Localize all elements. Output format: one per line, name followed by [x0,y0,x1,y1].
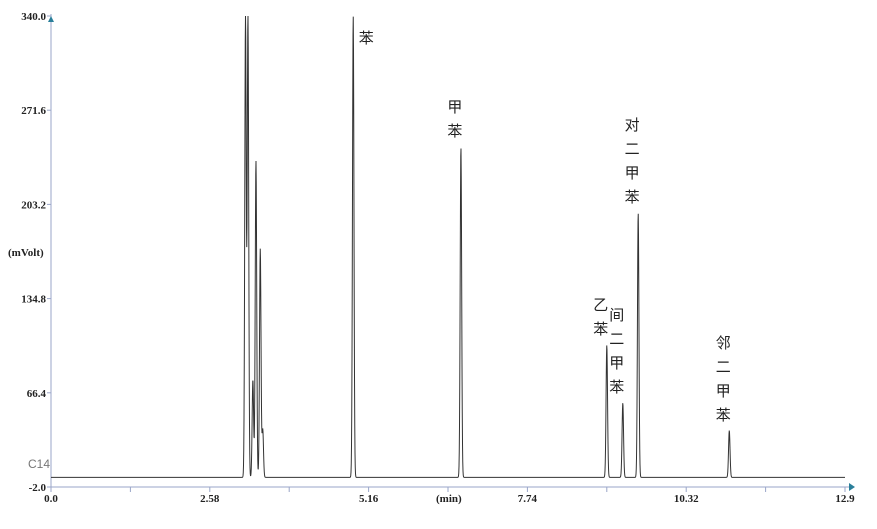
x-tick-label: 2.58 [200,493,220,505]
x-tick-label: 0.0 [44,493,58,505]
chromatogram-trace [51,15,845,478]
y-tick-label: 66.4 [27,388,47,400]
x-tick-label: 10.32 [674,493,699,505]
y-tick-label: 203.2 [21,199,46,211]
x-axis-arrow-icon [849,483,855,491]
y-tick-label: -2.0 [29,482,47,494]
channel-label: C14 [28,457,50,471]
x-tick-label: 12.9 [835,493,855,505]
y-axis-arrow-icon [48,16,54,22]
y-tick-label: 134.8 [21,294,46,306]
x-tick-label: 5.16 [359,493,379,505]
y-axis-label: (mVolt) [8,247,44,259]
x-axis-label: (min) [436,493,462,505]
axes: 0.0 2.58 5.16 7.74 10.32 12.9 -2.0 66.4 134.8 203… [21,11,855,505]
y-tick-label: 271.6 [21,105,46,117]
y-tick-label: 340.0 [21,11,46,23]
x-tick-label: 7.74 [518,493,538,505]
